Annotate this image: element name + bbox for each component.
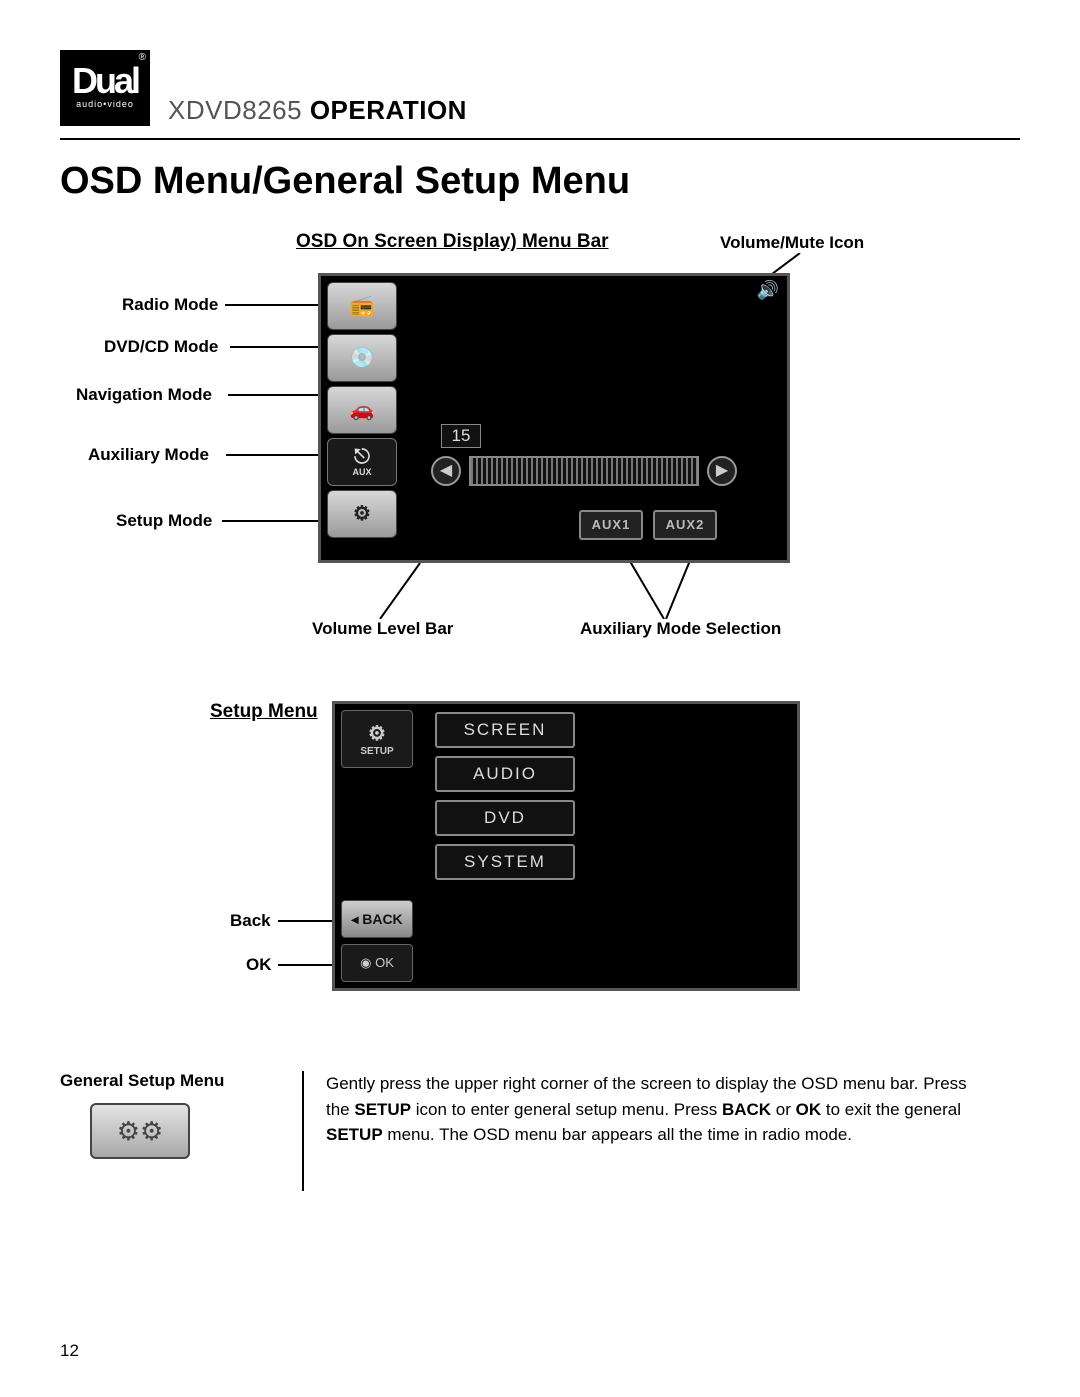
footer-b2: BACK	[722, 1100, 771, 1119]
setup-side-button[interactable]: ⚙ SETUP	[341, 710, 413, 768]
header-divider	[60, 138, 1020, 140]
aux2-button[interactable]: AUX2	[653, 510, 717, 540]
setup-mode-label: Setup Mode	[116, 511, 212, 531]
gear-icon: ⚙⚙	[117, 1116, 164, 1147]
page-number: 12	[60, 1341, 79, 1361]
speaker-icon[interactable]: 🔊	[755, 280, 781, 302]
footer-b4: SETUP	[326, 1125, 383, 1144]
leader-line	[226, 454, 325, 456]
nav-mode-button[interactable]: 🚗	[327, 386, 397, 434]
setup-subtitle: Setup Menu	[210, 701, 318, 723]
back-label: Back	[230, 911, 271, 931]
leader-line	[225, 304, 325, 306]
logo-main-text: Dual	[72, 67, 138, 96]
aux-mode-label: Auxiliary Mode	[88, 445, 209, 465]
setup-screen: ⚙ SETUP SCREEN AUDIO DVD SYSTEM ◂ BACK ◉…	[332, 701, 800, 991]
footer-text: Gently press the upper right corner of t…	[326, 1071, 976, 1148]
footer-b3: OK	[796, 1100, 822, 1119]
general-setup-title: General Setup Menu	[60, 1071, 280, 1091]
leader-line	[278, 964, 338, 966]
leader-line	[230, 346, 325, 348]
brand-logo: ® Dual audio•video	[60, 50, 150, 126]
leader-line	[222, 520, 325, 522]
footer-p4: to exit the general	[821, 1100, 961, 1119]
header: ® Dual audio•video XDVD8265 OPERATION	[60, 50, 1020, 126]
osd-subtitle: OSD On Screen Display) Menu Bar	[296, 231, 609, 253]
leader-line	[370, 563, 430, 619]
osd-section: OSD On Screen Display) Menu Bar Volume/M…	[60, 231, 1020, 671]
ok-button[interactable]: ◉ OK	[341, 944, 413, 982]
vertical-divider	[302, 1071, 304, 1191]
header-word: OPERATION	[310, 95, 467, 125]
dvd-mode-label: DVD/CD Mode	[104, 337, 218, 357]
footer-section: General Setup Menu ⚙⚙ Gently press the u…	[60, 1071, 1020, 1191]
volume-mute-label: Volume/Mute Icon	[720, 233, 864, 253]
registered-mark: ®	[139, 52, 146, 63]
model-number: XDVD8265	[168, 95, 302, 125]
leader-line	[228, 394, 325, 396]
gear-icon: ⚙	[368, 721, 386, 746]
aux-selection-label: Auxiliary Mode Selection	[580, 619, 781, 639]
volume-value: 15	[441, 424, 481, 448]
dvd-mode-button[interactable]: 💿	[327, 334, 397, 382]
footer-left: General Setup Menu ⚙⚙	[60, 1071, 280, 1159]
radio-mode-button[interactable]: 📻	[327, 282, 397, 330]
osd-screen: 📻 💿 🚗 ⎋ AUX ⚙ 🔊 15 ◀ ▶ AUX1 AUX2	[318, 273, 790, 563]
setup-side-label: SETUP	[360, 746, 393, 757]
screen-menu-button[interactable]: SCREEN	[435, 712, 575, 748]
radio-mode-label: Radio Mode	[122, 295, 218, 315]
page-title: OSD Menu/General Setup Menu	[60, 160, 1020, 203]
setup-section: Setup Menu Back OK ⚙ SETUP SCREEN AUDIO …	[60, 701, 1020, 1041]
aux-mode-button[interactable]: ⎋ AUX	[327, 438, 397, 486]
footer-b1: SETUP	[354, 1100, 411, 1119]
gear-icon: ⚙	[353, 504, 371, 524]
footer-p3: or	[771, 1100, 796, 1119]
header-title: XDVD8265 OPERATION	[168, 95, 467, 126]
leader-line	[278, 920, 338, 922]
volume-bar-label: Volume Level Bar	[312, 619, 453, 639]
footer-p2: icon to enter general setup menu. Press	[411, 1100, 722, 1119]
car-icon: 🚗	[350, 400, 375, 420]
mode-sidebar: 📻 💿 🚗 ⎋ AUX ⚙	[327, 282, 397, 538]
setup-menu-column: SCREEN AUDIO DVD SYSTEM	[435, 712, 575, 880]
setup-icon-box: ⚙⚙	[90, 1103, 190, 1159]
aux-icon: ⎋	[354, 447, 370, 467]
audio-menu-button[interactable]: AUDIO	[435, 756, 575, 792]
volume-down-button[interactable]: ◀	[431, 456, 461, 486]
volume-level-bar[interactable]	[469, 456, 699, 486]
disc-icon: 💿	[350, 348, 375, 368]
aux-selection-row: AUX1 AUX2	[579, 510, 717, 540]
volume-control-row: ◀ ▶	[431, 456, 737, 486]
nav-mode-label: Navigation Mode	[76, 385, 212, 405]
system-menu-button[interactable]: SYSTEM	[435, 844, 575, 880]
dvd-menu-button[interactable]: DVD	[435, 800, 575, 836]
aux1-button[interactable]: AUX1	[579, 510, 643, 540]
ok-label: OK	[246, 955, 272, 975]
back-button[interactable]: ◂ BACK	[341, 900, 413, 938]
volume-up-button[interactable]: ▶	[707, 456, 737, 486]
setup-mode-button[interactable]: ⚙	[327, 490, 397, 538]
logo-sub-text: audio•video	[76, 99, 134, 109]
footer-p5: menu. The OSD menu bar appears all the t…	[383, 1125, 852, 1144]
radio-icon: 📻	[350, 296, 375, 316]
aux-button-label: AUX	[352, 467, 371, 477]
